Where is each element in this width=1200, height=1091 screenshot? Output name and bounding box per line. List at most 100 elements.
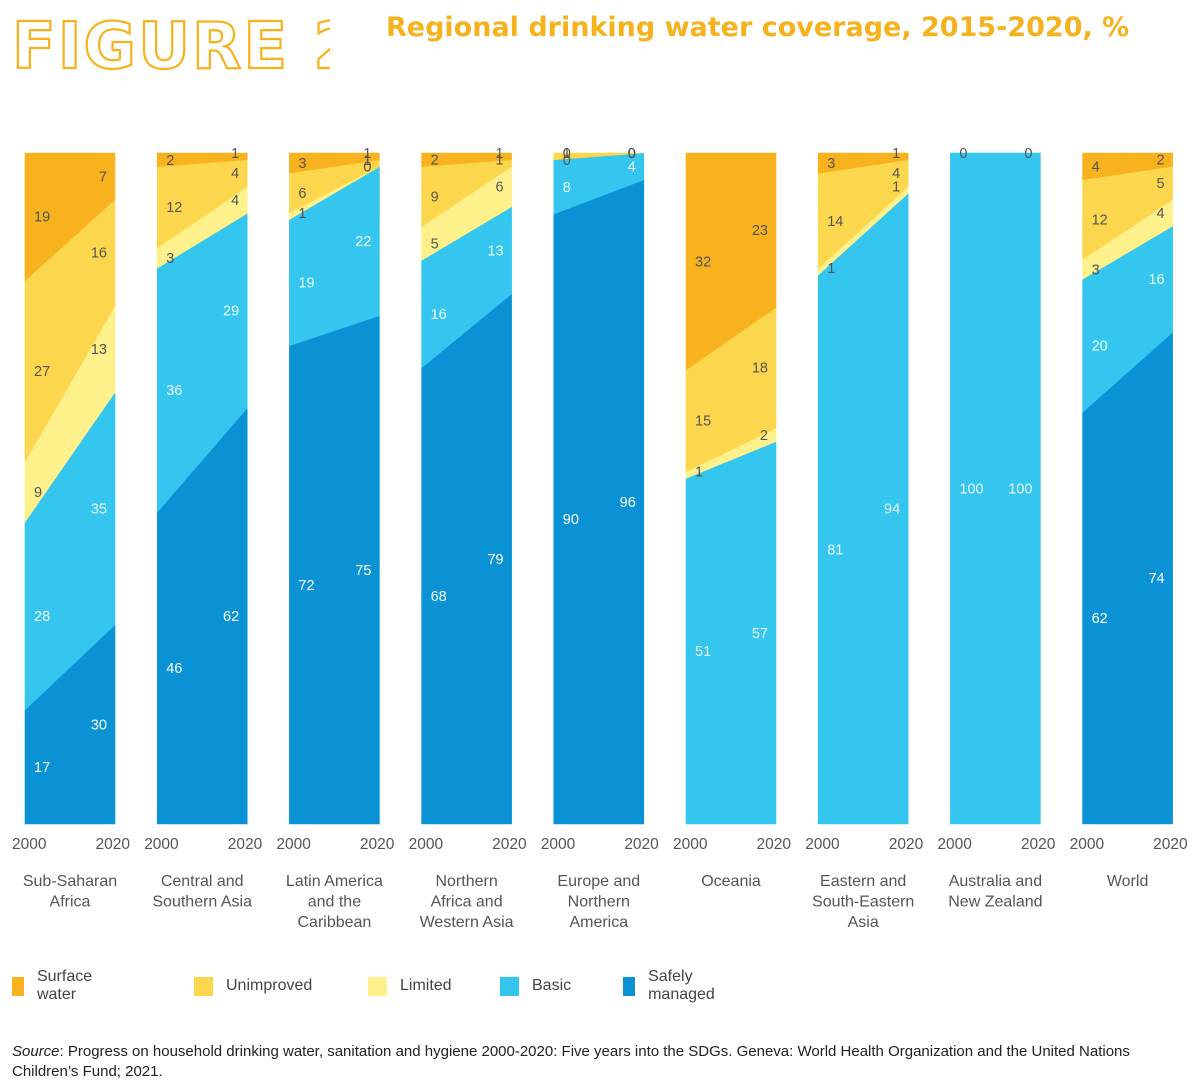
legend-item-surface-water: Surface water bbox=[12, 968, 99, 1003]
value-label-northern-africa-and-western-asia-safely-managed-2020: 79 bbox=[487, 552, 503, 568]
value-label-eastern-and-south-eastern-asia-unimproved-2020: 4 bbox=[892, 166, 900, 182]
value-label-australia-and-new-zealand-basic-2000: 100 bbox=[959, 482, 983, 498]
value-label-eastern-and-south-eastern-asia-surface-water-2020: 1 bbox=[892, 146, 900, 162]
value-label-oceania-surface-water-2000: 32 bbox=[695, 254, 711, 270]
value-label-eastern-and-south-eastern-asia-basic-2000: 81 bbox=[827, 543, 843, 559]
figure-label: FIGURE 2 bbox=[11, 9, 330, 78]
region-label-line: World bbox=[1107, 873, 1149, 890]
region-label-sub-saharan-africa: Sub-Saharan Africa bbox=[23, 873, 117, 911]
value-label-europe-and-northern-america-safely-managed-2000: 90 bbox=[563, 512, 579, 528]
value-label-latin-america-and-the-caribbean-basic-2020: 22 bbox=[355, 234, 371, 250]
year-tick-australia-and-new-zealand-2020: 2020 bbox=[1021, 836, 1056, 853]
region-label-line: Latin America bbox=[286, 873, 383, 890]
value-label-northern-africa-and-western-asia-basic-2020: 13 bbox=[487, 243, 503, 259]
value-label-latin-america-and-the-caribbean-unimproved-2000: 6 bbox=[298, 186, 306, 202]
region-label-line: New Zealand bbox=[948, 894, 1042, 911]
value-label-sub-saharan-africa-unimproved-2000: 27 bbox=[34, 364, 50, 380]
year-tick-sub-saharan-africa-2020: 2020 bbox=[96, 836, 131, 853]
region-label-line: Australia and bbox=[949, 873, 1042, 890]
value-label-europe-and-northern-america-safely-managed-2020: 96 bbox=[620, 495, 636, 511]
year-tick-oceania-2000: 2000 bbox=[673, 836, 708, 853]
value-label-world-surface-water-2000: 4 bbox=[1092, 159, 1100, 175]
value-label-sub-saharan-africa-limited-2000: 9 bbox=[34, 485, 42, 501]
region-label-line: Western Asia bbox=[420, 914, 514, 931]
legend-swatch bbox=[623, 976, 636, 996]
value-label-northern-africa-and-western-asia-basic-2000: 16 bbox=[431, 307, 447, 323]
value-label-sub-saharan-africa-limited-2020: 13 bbox=[91, 342, 107, 358]
value-label-europe-and-northern-america-surface-water-2020: 0 bbox=[628, 146, 636, 162]
value-label-latin-america-and-the-caribbean-limited-2020: 0 bbox=[363, 160, 371, 176]
region-label-australia-and-new-zealand: Australia and New Zealand bbox=[948, 873, 1042, 911]
value-label-oceania-basic-2000: 51 bbox=[695, 644, 711, 660]
value-label-oceania-limited-2020: 2 bbox=[760, 428, 768, 444]
year-tick-world-2020: 2020 bbox=[1153, 836, 1188, 853]
value-label-northern-africa-and-western-asia-surface-water-2000: 2 bbox=[431, 153, 439, 169]
value-label-world-limited-2020: 4 bbox=[1157, 206, 1165, 222]
area-europe-and-northern-america-unimproved bbox=[553, 152, 644, 161]
value-label-europe-and-northern-america-unimproved-2020: 0 bbox=[628, 146, 636, 162]
value-label-world-basic-2020: 16 bbox=[1148, 272, 1164, 288]
value-label-australia-and-new-zealand-surface-water-2020: 0 bbox=[1024, 146, 1032, 162]
area-sub-saharan-africa-surface-water bbox=[24, 152, 116, 282]
chart-title: Regional drinking water coverage, 2015-2… bbox=[386, 12, 1130, 43]
legend-label: Limited bbox=[400, 977, 452, 994]
year-tick-oceania-2020: 2020 bbox=[757, 836, 792, 853]
value-label-australia-and-new-zealand-surface-water-2000: 0 bbox=[959, 146, 967, 162]
value-label-sub-saharan-africa-basic-2020: 35 bbox=[91, 501, 107, 517]
region-label-line: America bbox=[569, 914, 628, 931]
value-label-central-and-southern-asia-safely-managed-2000: 46 bbox=[166, 661, 182, 677]
value-label-europe-and-northern-america-basic-2020: 4 bbox=[628, 159, 636, 175]
value-label-latin-america-and-the-caribbean-surface-water-2000: 3 bbox=[298, 156, 306, 172]
region-label-line: Asia bbox=[848, 914, 879, 931]
value-label-central-and-southern-asia-unimproved-2020: 4 bbox=[231, 166, 239, 182]
value-label-sub-saharan-africa-surface-water-2000: 19 bbox=[34, 210, 50, 226]
value-label-world-safely-managed-2000: 62 bbox=[1092, 611, 1108, 627]
region-label-line: Oceania bbox=[701, 873, 761, 890]
year-tick-sub-saharan-africa-2000: 2000 bbox=[12, 836, 47, 853]
value-label-australia-and-new-zealand-basic-2020: 100 bbox=[1008, 482, 1032, 498]
value-label-eastern-and-south-eastern-asia-surface-water-2000: 3 bbox=[827, 156, 835, 172]
legend-item-limited: Limited bbox=[368, 974, 452, 998]
value-label-central-and-southern-asia-safely-managed-2020: 62 bbox=[223, 609, 239, 625]
source-text: : Progress on household drinking water, … bbox=[12, 1043, 1130, 1080]
area-latin-america-and-the-caribbean-surface-water bbox=[289, 152, 380, 174]
legend-swatch bbox=[194, 976, 213, 996]
legend-label: Safely managed bbox=[648, 968, 715, 1003]
legend-item-unimproved: Unimproved bbox=[194, 974, 312, 998]
value-label-sub-saharan-africa-safely-managed-2020: 30 bbox=[91, 717, 107, 733]
region-label-line: Northern bbox=[568, 894, 630, 911]
year-tick-latin-america-and-the-caribbean-2020: 2020 bbox=[360, 836, 395, 853]
region-label-line: and the bbox=[308, 894, 361, 911]
value-label-latin-america-and-the-caribbean-limited-2000: 1 bbox=[298, 206, 306, 222]
value-label-oceania-unimproved-2020: 18 bbox=[752, 361, 768, 377]
value-label-central-and-southern-asia-limited-2000: 3 bbox=[166, 251, 174, 267]
legend-swatch bbox=[368, 976, 387, 996]
value-label-central-and-southern-asia-limited-2020: 4 bbox=[231, 193, 239, 209]
value-label-northern-africa-and-western-asia-safely-managed-2000: 68 bbox=[431, 589, 447, 605]
region-label-oceania: Oceania bbox=[701, 873, 761, 890]
value-label-sub-saharan-africa-surface-water-2020: 7 bbox=[99, 169, 107, 185]
value-label-oceania-limited-2000: 1 bbox=[695, 465, 703, 481]
region-label-line: Southern Asia bbox=[152, 894, 252, 911]
value-label-europe-and-northern-america-basic-2000: 8 bbox=[563, 180, 571, 196]
legend-item-basic: Basic bbox=[500, 974, 571, 998]
value-label-world-safely-managed-2020: 74 bbox=[1148, 571, 1164, 587]
value-label-world-unimproved-2020: 5 bbox=[1157, 176, 1165, 192]
region-label-eastern-and-south-eastern-asia: Eastern and South-Eastern Asia bbox=[812, 873, 914, 931]
region-label-line: Africa and bbox=[431, 894, 503, 911]
value-label-oceania-unimproved-2000: 15 bbox=[695, 414, 711, 430]
figure-label-text: FIGURE 2 bbox=[12, 10, 330, 78]
region-label-line: South-Eastern bbox=[812, 894, 914, 911]
value-label-northern-africa-and-western-asia-unimproved-2000: 9 bbox=[431, 190, 439, 206]
value-label-eastern-and-south-eastern-asia-basic-2020: 94 bbox=[884, 502, 900, 518]
year-tick-eastern-and-south-eastern-asia-2020: 2020 bbox=[889, 836, 924, 853]
value-label-world-limited-2000: 3 bbox=[1092, 262, 1100, 278]
source-prefix: Source bbox=[12, 1043, 60, 1060]
value-label-central-and-southern-asia-basic-2000: 36 bbox=[166, 383, 182, 399]
legend-swatch bbox=[500, 976, 519, 996]
year-tick-europe-and-northern-america-2000: 2000 bbox=[541, 836, 576, 853]
source-note: Source: Progress on household drinking w… bbox=[12, 1042, 1187, 1082]
area-oceania-surface-water bbox=[685, 152, 777, 371]
value-label-latin-america-and-the-caribbean-safely-managed-2020: 75 bbox=[355, 563, 371, 579]
